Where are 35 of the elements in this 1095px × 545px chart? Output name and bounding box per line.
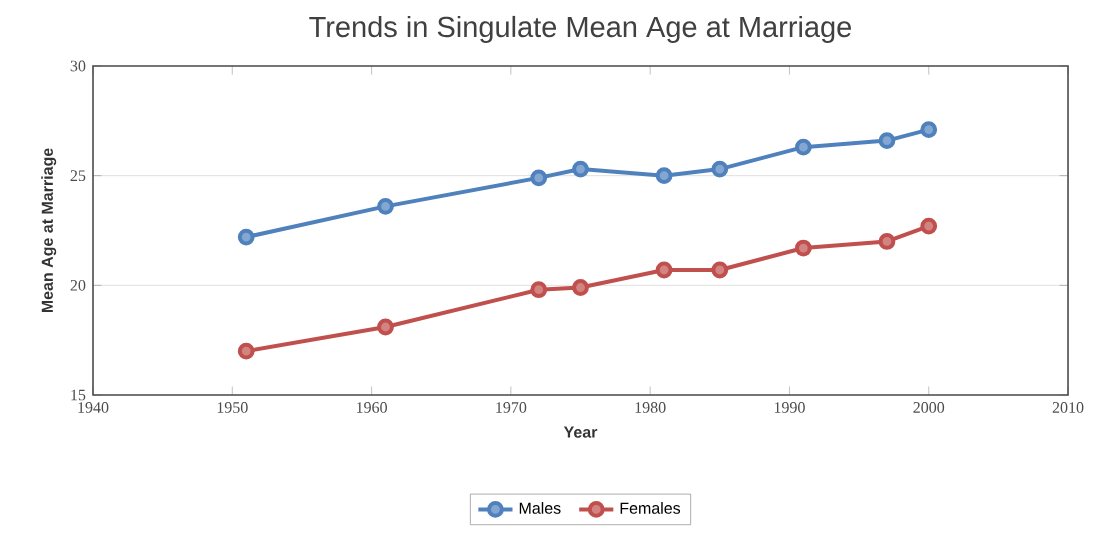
point [878,233,896,250]
chart-title: Trends in Singulate Mean Age at Marriage [309,15,851,43]
point [530,169,548,187]
x-axis-title: Year [563,426,598,438]
point [237,342,255,360]
y-tick-label: 15 [71,389,86,401]
point [920,217,938,235]
point [711,160,729,178]
x-tick-label: 2010 [1052,402,1084,413]
point [572,279,589,296]
point [878,132,896,149]
x-tick-label: 1940 [78,402,109,413]
y-tick-label: 20 [70,279,86,291]
x-tick-label: 1960 [356,402,387,413]
legend-label: Males [519,502,561,514]
point [711,261,729,279]
point [530,281,548,299]
point [920,121,938,138]
point [794,138,812,156]
point [237,228,255,246]
y-tick-label: 25 [70,170,86,182]
point [572,160,589,178]
x-tick-label: 1990 [774,402,805,413]
x-tick-label: 2000 [913,402,945,413]
point [377,197,394,215]
x-tick-label: 1970 [496,402,527,413]
legend-label: Females [620,502,681,514]
point [655,261,673,279]
y-axis-title: Mean Age at Marriage [41,148,57,313]
point [377,318,394,336]
point [794,239,812,257]
y-tick-label: 30 [70,60,86,72]
x-tick-label: 1950 [217,402,248,413]
point [655,167,673,185]
x-tick-label: 1980 [635,402,666,413]
